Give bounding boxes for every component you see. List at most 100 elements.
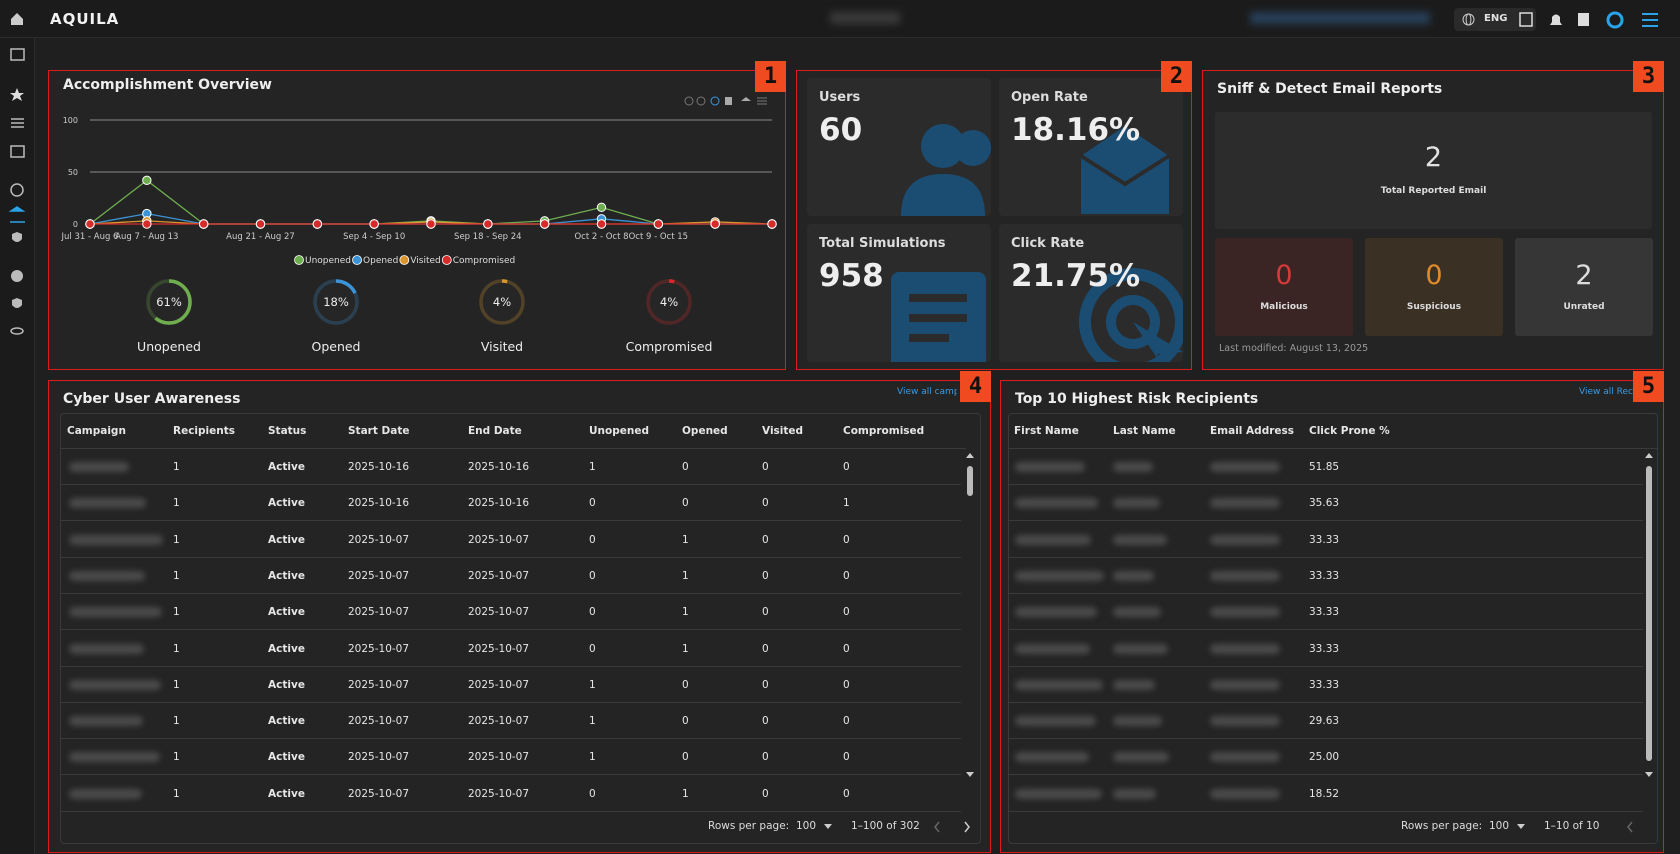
cell: 29.63 [1309,715,1340,728]
stats-panel: Users 60 Open Rate 18.16% Total Simulations 9… [796,61,1192,370]
column-header: Start Date [348,425,410,437]
brand[interactable]: AQUILA [50,10,120,28]
donut-arc [146,279,192,325]
cell: 1 [682,569,689,582]
data-point [767,219,777,229]
table-row: 1 Active 2025-10-07 2025-10-07 0 1 0 0 [61,522,961,558]
stat-card: Open Rate 18.16% [999,78,1183,216]
chart-toolbar[interactable] [684,96,767,106]
cell: 0 [762,606,769,619]
sidebar-icons[interactable] [0,38,35,338]
blurred-cell [1113,716,1162,727]
x-tick-label: Aug 21 - Aug 27 [226,232,295,242]
table-row: 1 Active 2025-10-07 2025-10-07 0 1 0 0 [61,631,961,667]
data-point [369,219,379,229]
tile-label: Suspicious [1406,302,1462,312]
blurred-cell [1113,607,1161,618]
cell: 0 [762,461,769,473]
blurred-campaign [69,679,161,690]
column-header: Compromised [843,425,925,437]
cell: 2025-10-07 [348,606,410,619]
panel-title: Sniff & Detect Email Reports [1217,81,1443,97]
marker: 2 [1161,61,1192,92]
cell: 1 [173,497,180,510]
top-bar: AQUILA ENG [0,0,1680,38]
blurred-campaign [69,462,129,472]
table-row: 1 Active 2025-10-16 2025-10-16 0 0 0 1 [61,485,961,522]
stat-label: Total Simulations [819,236,946,251]
cell: 0 [682,497,689,510]
rows-per-page-label: Rows per page: [708,820,790,832]
dropdown-caret [824,824,832,829]
donut-arc [313,279,359,325]
data-point [653,219,664,229]
cell: 33.33 [1309,533,1340,546]
cell: 2025-10-07 [468,715,530,728]
data-point [312,219,323,229]
x-tick-label: Oct 2 - Oct 8 [574,232,628,242]
cell: 2025-10-07 [468,606,530,619]
blurred-campaign [69,716,143,727]
cell: 2025-10-07 [468,751,530,764]
table-row: 18.52 [1009,776,1643,812]
blurred-cell [1210,570,1280,581]
rows-per-page[interactable]: 100 [1489,820,1510,832]
table-row: 33.33 [1009,522,1643,558]
blurred-cell [1015,462,1085,472]
x-tick-label: Sep 18 - Sep 24 [454,232,522,242]
cell: 0 [843,715,850,728]
blurred-cell [1113,788,1156,799]
legend-label: Compromised [453,256,516,266]
cell: 33.33 [1309,569,1340,582]
view-all-link[interactable]: View all campaigns [897,387,957,397]
scrollbar [1645,453,1653,777]
data-point [596,202,607,213]
x-tick-label: Sep 4 - Sep 10 [343,232,405,242]
stat-card: Click Rate 21.75% [999,224,1183,362]
cell: 1 [173,678,180,691]
blurred-cell [1210,752,1280,763]
blurred-cell [1113,752,1169,763]
rows-per-page[interactable]: 100 [796,820,817,832]
cell: 0 [589,642,596,655]
column-header: End Date [468,425,522,437]
awareness-panel: Cyber User Awareness View all campaigns … [48,371,991,853]
blurred-cell [1015,716,1096,727]
cell: 0 [682,461,689,473]
cell: 51.85 [1309,461,1340,473]
pagination [934,821,970,833]
blurred-cell [1113,643,1168,654]
cell: 0 [589,533,596,546]
panel-title: Cyber User Awareness [63,391,241,407]
cell: 1 [173,787,180,800]
blurred-cell [1210,607,1280,618]
rows-per-page-label: Rows per page: [1401,820,1483,832]
blurred-cell [1015,607,1097,618]
cell: 0 [762,715,769,728]
marker: 5 [1633,371,1664,402]
cell: 0 [682,678,689,691]
cell: 33.33 [1309,642,1340,655]
table-row: 25.00 [1009,739,1643,776]
cell: Active [268,606,305,619]
view-all-link[interactable]: View all Recipients [1579,387,1637,397]
cell: 1 [682,642,689,655]
cell: 33.33 [1309,678,1340,691]
language-button[interactable]: ENG [1454,8,1536,31]
cell: 1 [173,606,180,619]
cell: 0 [843,461,850,473]
cell: 1 [843,497,850,510]
blurred-campaign [69,752,160,763]
home-icon[interactable] [9,11,25,27]
card-icon [1079,126,1171,214]
table-row: 33.33 [1009,558,1643,594]
table-row: 1 Active 2025-10-07 2025-10-07 0 1 0 0 [61,776,961,812]
blurred-cell [1210,788,1280,799]
report-tile: 0 Suspicious [1365,238,1503,336]
blurred-cell [1113,534,1167,545]
data-point [539,219,550,229]
tile-value: 0 [1275,260,1293,291]
y-tick-label: 100 [63,116,78,125]
toolbar-icons[interactable] [1518,10,1658,30]
